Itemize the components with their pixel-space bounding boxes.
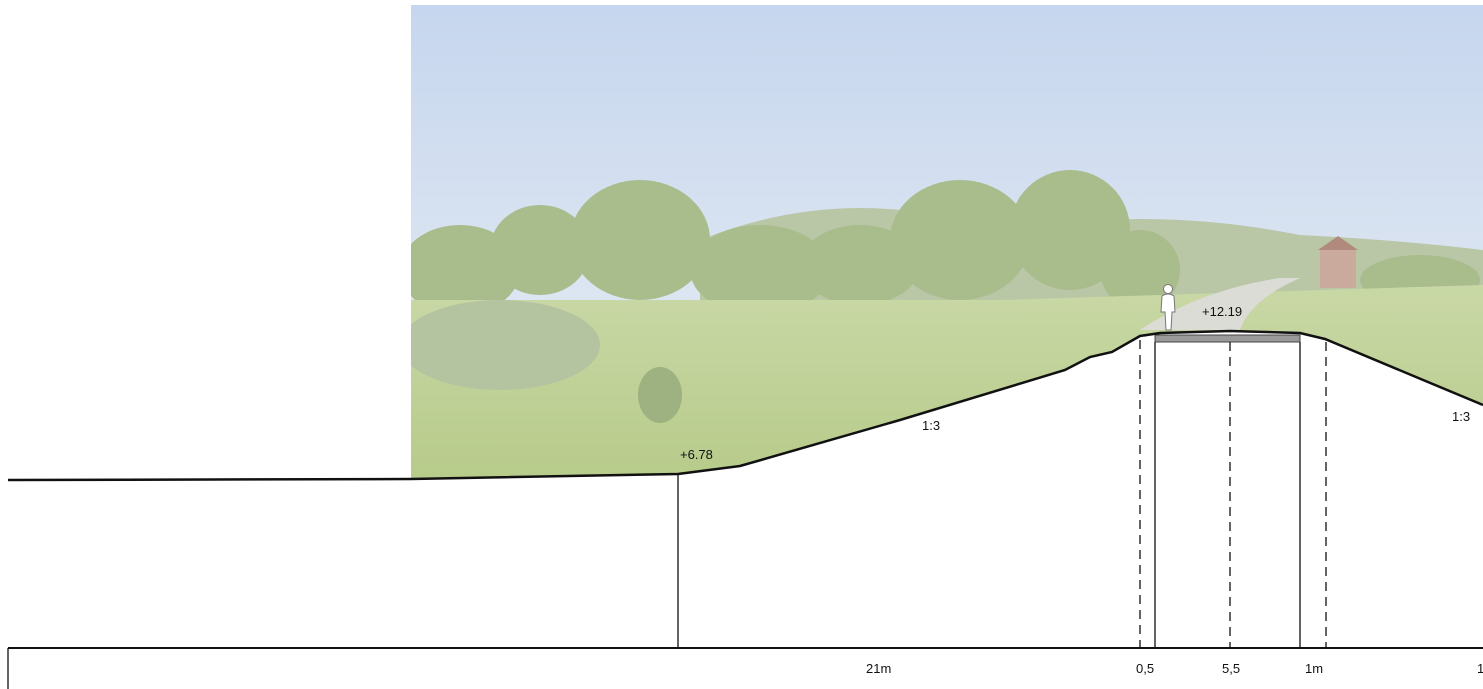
road xyxy=(1154,334,1301,343)
dimension-label: 1m xyxy=(1305,661,1323,676)
dashed-lines xyxy=(1139,340,1327,648)
slope-label: 1:3 xyxy=(922,418,940,433)
elevation-label: +6.78 xyxy=(680,447,713,462)
dimension-label: 5,5 xyxy=(1222,661,1240,676)
section-lines xyxy=(677,342,1301,648)
dimension-label: 21m xyxy=(866,661,891,676)
dimension-label: 1 xyxy=(1477,661,1483,676)
dimension-label: 0,5 xyxy=(1136,661,1154,676)
slope-label: 1:3 xyxy=(1452,409,1470,424)
person xyxy=(1160,284,1176,331)
elevation-label: +12.19 xyxy=(1202,304,1242,319)
dike-profile xyxy=(7,329,1483,482)
